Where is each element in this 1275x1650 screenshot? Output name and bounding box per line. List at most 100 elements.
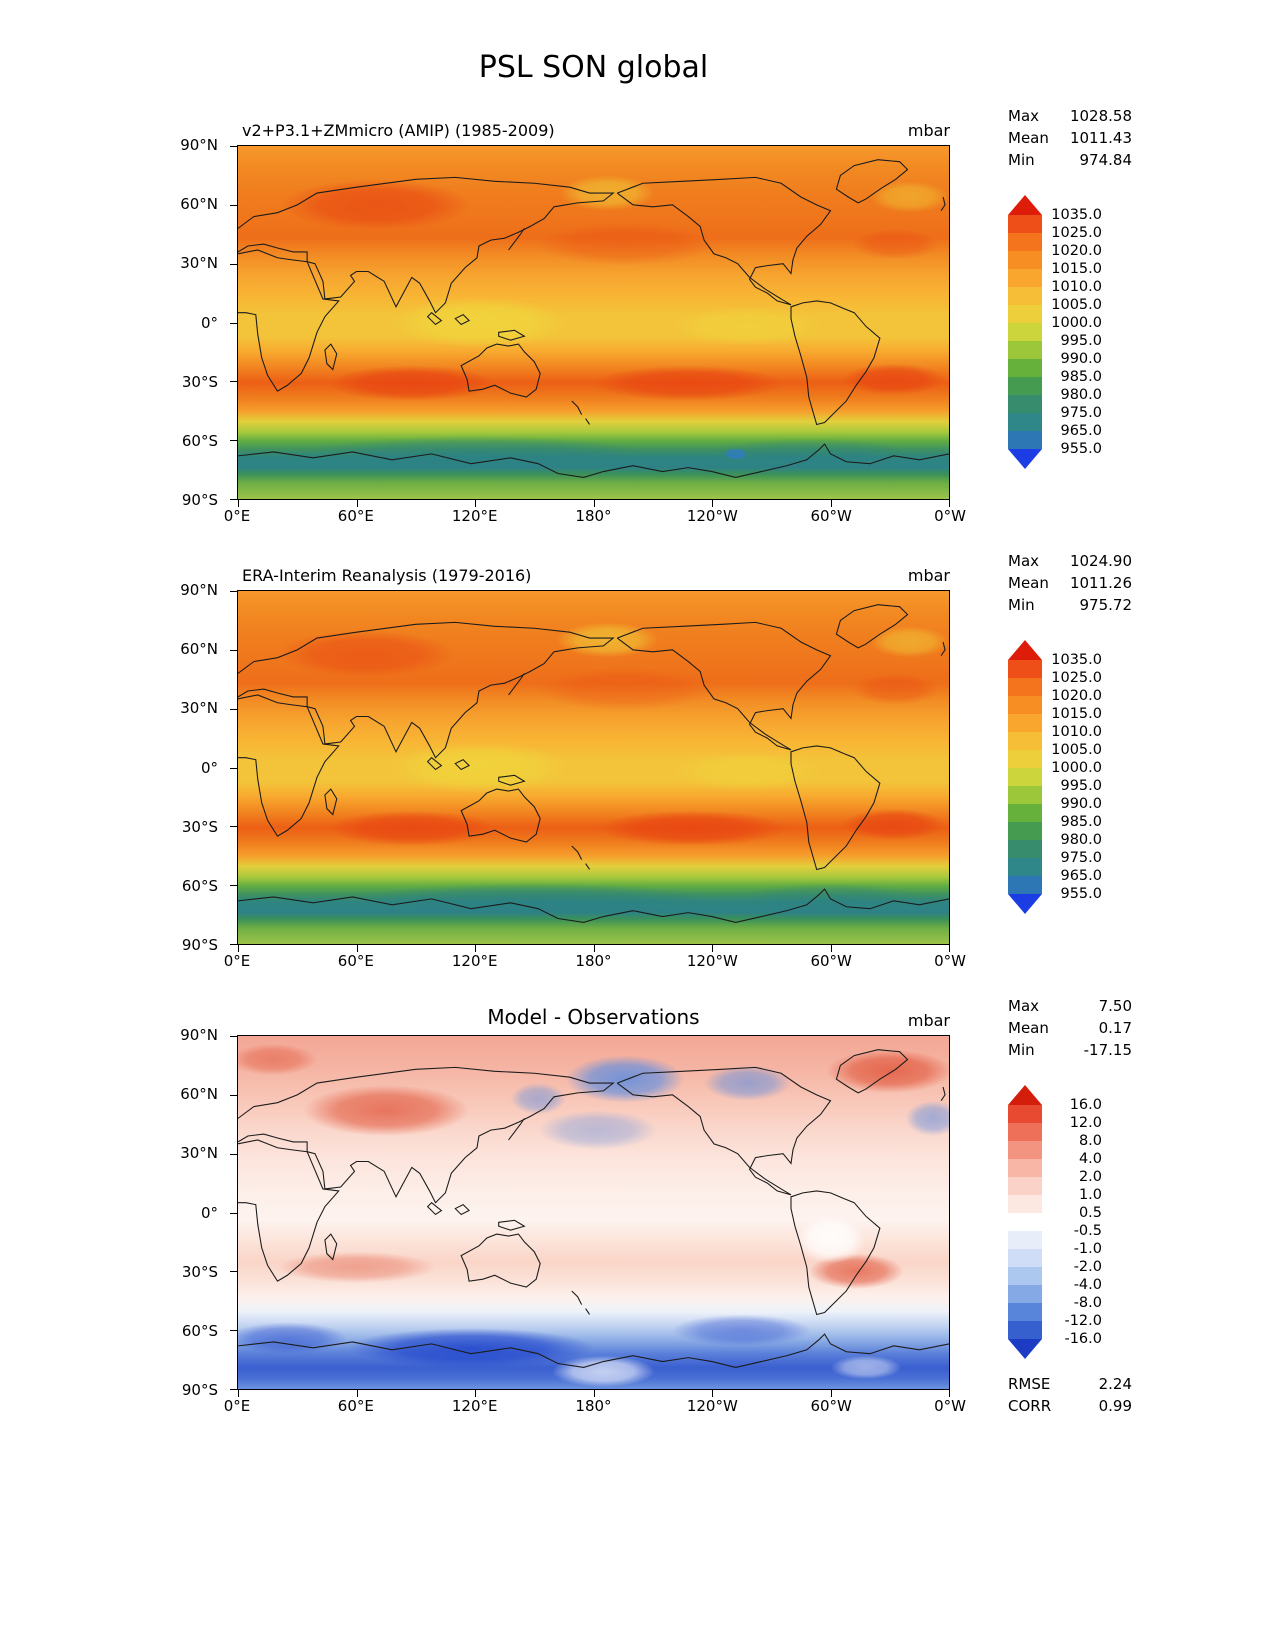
colorbar-tick-label: 965.0 <box>1060 868 1102 884</box>
y-tick-mark <box>230 499 237 500</box>
x-tick-mark <box>593 945 595 952</box>
colorbar-tick-label: 1005.0 <box>1051 297 1102 313</box>
colorbar-cell <box>1008 660 1042 678</box>
colorbar-cell <box>1008 341 1042 359</box>
x-tick-mark <box>356 500 358 507</box>
colorbar-cell <box>1008 1177 1042 1195</box>
colorbar-cell <box>1008 1231 1042 1249</box>
lon-tick-label: 180° <box>575 952 612 970</box>
colorbar-tick-label: 1025.0 <box>1051 225 1102 241</box>
y-tick-mark <box>230 767 237 769</box>
colorbar-cell <box>1008 714 1042 732</box>
colorbar-cell <box>1008 768 1042 786</box>
colorbar-cell <box>1008 750 1042 768</box>
panel-title: Model - Observations <box>487 1005 700 1029</box>
colorbar-cell <box>1008 696 1042 714</box>
colorbar-tick-label: 1020.0 <box>1051 688 1102 704</box>
colorbar-cell <box>1008 858 1042 876</box>
metric-value: 0.99 <box>1098 1397 1132 1415</box>
lat-tick-label: 90°N <box>180 1026 218 1044</box>
colorbar-cell <box>1008 1321 1042 1339</box>
stat-value: 1011.43 <box>1069 129 1132 147</box>
colorbar-cell <box>1008 215 1042 233</box>
x-tick-mark <box>830 500 832 507</box>
stat-value: 1011.26 <box>1069 574 1132 592</box>
x-axis-ticks: 0°E 60°E 120°E 180° 120°W 60°W 0°W <box>224 952 966 974</box>
colorbar-labels: 16.0 12.0 8.0 4.0 2.0 1.0 0.5 -0.5 -1.0 -2.0 -4.0 -… <box>1048 1085 1102 1375</box>
colorbar-tick-label: 2.0 <box>1078 1169 1102 1185</box>
y-tick-mark <box>230 1036 237 1037</box>
panel-title: v2+P3.1+ZMmicro (AMIP) (1985-2009) <box>242 121 555 140</box>
x-tick-mark <box>475 500 476 507</box>
lat-tick-label: 90°N <box>180 136 218 154</box>
colorbar-tick-label: 0.5 <box>1078 1205 1102 1221</box>
colorbar-tick-label: 980.0 <box>1060 832 1102 848</box>
colorbar-cell <box>1008 1085 1042 1105</box>
lon-tick-label: 0°W <box>934 952 966 970</box>
colorbar <box>1008 640 1042 914</box>
y-tick-mark <box>230 263 237 265</box>
lon-tick-label: 180° <box>575 507 612 525</box>
lon-tick-label: 120°W <box>686 952 738 970</box>
lon-tick-label: 120°W <box>686 507 738 525</box>
map-difference <box>230 1035 950 1397</box>
y-tick-mark <box>230 1330 237 1332</box>
lat-tick-label: 30°N <box>180 254 218 273</box>
stat-value: 974.84 <box>1079 151 1133 169</box>
y-tick-mark <box>230 1389 237 1390</box>
x-tick-mark <box>238 945 239 952</box>
colorbar-tick-label: -2.0 <box>1073 1259 1102 1275</box>
colorbar-cell <box>1008 678 1042 696</box>
lat-tick-label: 30°S <box>181 372 218 391</box>
x-tick-mark <box>593 1390 595 1397</box>
colorbar-tick-label: 1.0 <box>1078 1187 1102 1203</box>
x-tick-mark <box>830 1390 832 1397</box>
stat-label: Min <box>1008 1041 1035 1059</box>
y-tick-mark <box>230 381 237 383</box>
colorbar-cell <box>1008 287 1042 305</box>
y-tick-mark <box>230 944 237 945</box>
y-axis-ticks: 90°N 60°N 30°N 0° 30°S 60°S 90°S <box>130 136 230 509</box>
y-axis-ticks: 90°N 60°N 30°N 0° 30°S 60°S 90°S <box>130 1026 230 1399</box>
map-canvas <box>238 591 949 944</box>
colorbar-cell <box>1008 1159 1042 1177</box>
y-tick-mark <box>230 146 237 147</box>
units-label: mbar <box>907 1011 950 1030</box>
lat-tick-label: 30°S <box>181 817 218 836</box>
stat-label: Max <box>1008 997 1040 1015</box>
y-tick-mark <box>230 826 237 828</box>
colorbar-tick-label: 985.0 <box>1060 369 1102 385</box>
colorbar-tick-label: 12.0 <box>1069 1115 1102 1131</box>
lat-tick-label: 0° <box>200 313 218 332</box>
x-tick-mark <box>238 500 239 507</box>
map-canvas <box>238 1036 949 1389</box>
lat-tick-label: 90°S <box>181 936 218 954</box>
colorbar-cell <box>1008 1249 1042 1267</box>
x-tick-mark <box>712 500 713 507</box>
x-axis-ticks: 0°E 60°E 120°E 180° 120°W 60°W 0°W <box>224 507 966 529</box>
lat-tick-label: 60°N <box>180 640 218 659</box>
colorbar-tick-label: 1010.0 <box>1051 279 1102 295</box>
colorbar <box>1008 195 1042 469</box>
colorbar-cell <box>1008 1267 1042 1285</box>
lon-tick-label: 60°E <box>337 952 374 970</box>
stats-block: Max 1024.90 Mean 1011.26 Min 975.72 <box>1008 550 1140 616</box>
y-tick-mark <box>230 204 237 206</box>
stat-label: Mean <box>1008 574 1049 592</box>
stats-block: Max 7.50 Mean 0.17 Min -17.15 <box>1008 995 1140 1061</box>
colorbar-cell <box>1008 431 1042 449</box>
x-tick-mark <box>949 1390 950 1397</box>
stat-value: 0.17 <box>1098 1019 1132 1037</box>
colorbar-cell <box>1008 449 1042 469</box>
lat-tick-label: 90°S <box>181 1381 218 1399</box>
colorbar-labels: 1035.0 1025.0 1020.0 1015.0 1010.0 1005.0 1000… <box>1048 195 1102 485</box>
stat-label: Mean <box>1008 129 1049 147</box>
map-observations <box>230 590 950 952</box>
colorbar-tick-label: 1005.0 <box>1051 742 1102 758</box>
lon-tick-label: 180° <box>575 1397 612 1415</box>
metrics-block: RMSE 2.24 CORR 0.99 <box>1008 1373 1140 1417</box>
stat-label: Max <box>1008 552 1040 570</box>
lon-tick-label: 60°W <box>810 507 852 525</box>
map-canvas <box>238 146 949 499</box>
